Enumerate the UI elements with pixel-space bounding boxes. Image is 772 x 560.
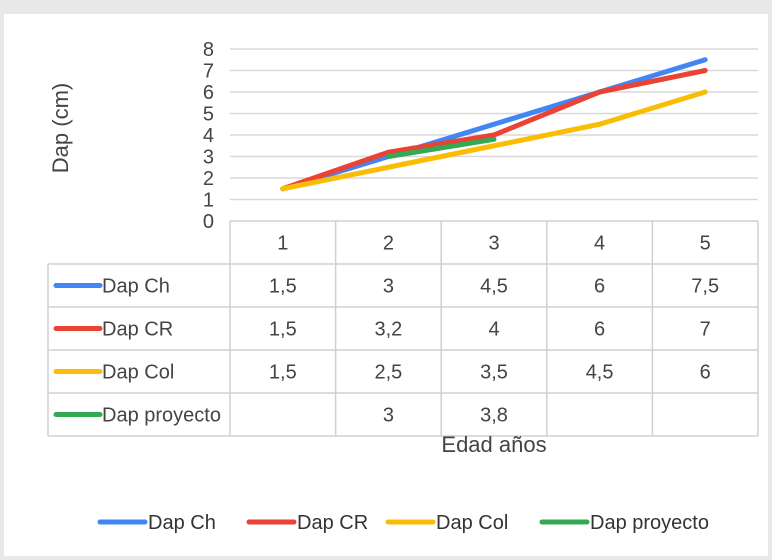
- y-tick-label: 0: [203, 211, 214, 233]
- series-line: [280, 89, 708, 192]
- series-lines: [280, 57, 708, 192]
- table-series-name: Dap CR: [102, 319, 173, 341]
- data-label: 4,5: [586, 362, 614, 384]
- y-tick-label: 2: [203, 168, 214, 190]
- legend-label: Dap proyecto: [590, 512, 709, 534]
- data-label: 1,5: [269, 276, 297, 298]
- data-label: 7,5: [691, 276, 719, 298]
- y-tick-label: 5: [203, 104, 214, 126]
- data-label: 6: [594, 276, 605, 298]
- legend: Dap Ch Dap CR Dap Col Dap proyecto: [97, 512, 709, 534]
- y-tick-label: 8: [203, 39, 214, 61]
- x-tick-label: 4: [594, 233, 605, 255]
- data-label: 4,5: [480, 276, 508, 298]
- y-tick-label: 6: [203, 82, 214, 104]
- data-label: 6: [594, 319, 605, 341]
- legend-label: Dap Col: [436, 512, 508, 534]
- table-series-name: Dap Col: [102, 362, 174, 384]
- table-series-name: Dap proyecto: [102, 405, 221, 427]
- legend-label: Dap Ch: [148, 512, 216, 534]
- data-label: 3,5: [480, 362, 508, 384]
- x-tick-label: 3: [488, 233, 499, 255]
- data-label: 3: [383, 405, 394, 427]
- x-tick-label: 1: [277, 233, 288, 255]
- data-label: 3,2: [374, 319, 402, 341]
- y-tick-label: 4: [203, 125, 214, 147]
- x-axis-title: Edad años: [441, 432, 546, 457]
- data-label: 3,8: [480, 405, 508, 427]
- y-tick-label: 3: [203, 147, 214, 169]
- series-line: [280, 57, 708, 192]
- data-label: 7: [700, 319, 711, 341]
- y-tick-label: 7: [203, 61, 214, 83]
- data-label: 2,5: [374, 362, 402, 384]
- data-label: 3: [383, 276, 394, 298]
- series-line: [385, 136, 497, 159]
- data-label: 1,5: [269, 362, 297, 384]
- x-tick-label: 2: [383, 233, 394, 255]
- table-series-name: Dap Ch: [102, 276, 170, 298]
- data-label: 6: [700, 362, 711, 384]
- series-line: [280, 68, 708, 192]
- data-label: 1,5: [269, 319, 297, 341]
- y-tick-label: 1: [203, 190, 214, 212]
- x-tick-label: 5: [700, 233, 711, 255]
- data-table: 1 2 3 4 5 Dap Ch 1,5 3 4,5 6 7,5 Dap CR 1,5 3,2 4 6 7 Dap…: [47, 220, 759, 437]
- y-axis-title: Dap (cm): [48, 83, 73, 173]
- legend-label: Dap CR: [297, 512, 368, 534]
- data-label: 4: [488, 319, 499, 341]
